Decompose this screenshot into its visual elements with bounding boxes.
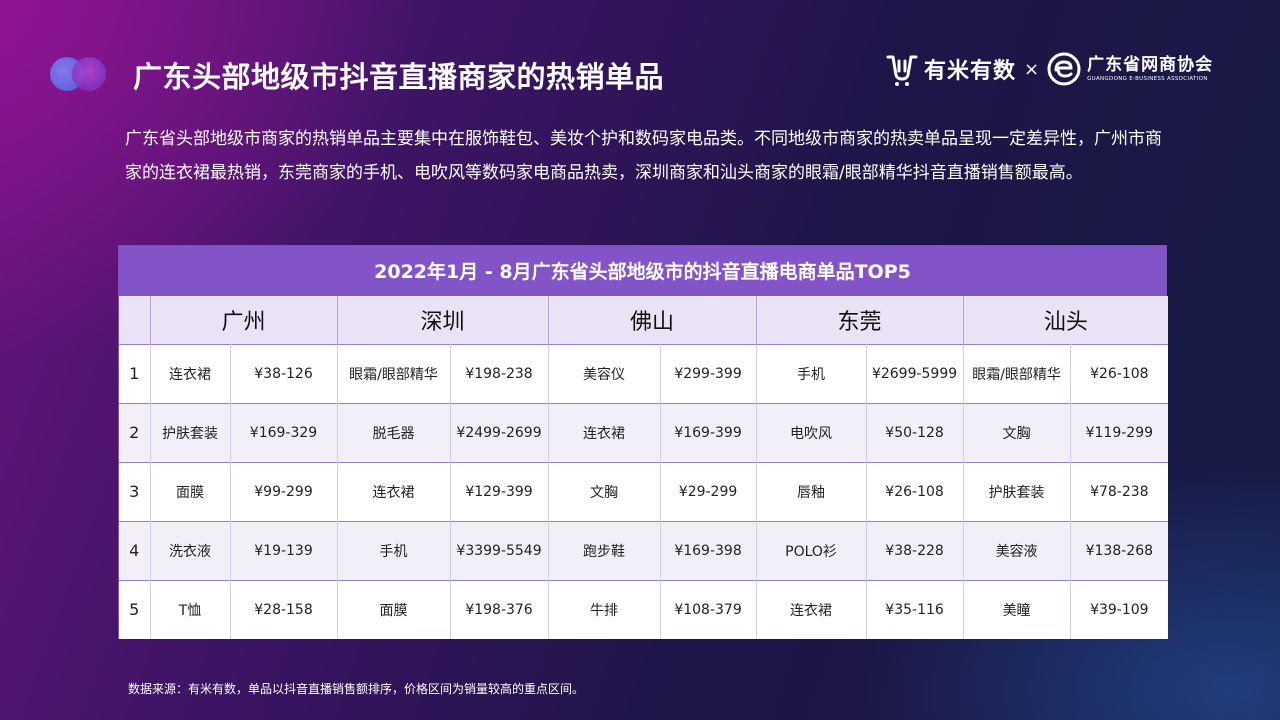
association-name-en: GUANGDONG E-BUSINESS ASSOCIATION [1087,76,1208,82]
item-cell: 手机 [756,343,867,403]
logo-separator: × [1024,58,1040,80]
item-cell: POLO衫 [756,520,867,580]
city-header: 深圳 [337,296,549,344]
price-cell: ¥108-379 [660,579,757,639]
decorative-circles-icon [50,57,110,91]
youmi-logo-text: 有米有数 [924,59,1017,84]
price-cell: ¥19-139 [230,520,338,580]
item-cell: 连衣裙 [548,402,661,462]
item-cell: 脱毛器 [337,402,451,462]
item-cell: 手机 [337,520,451,580]
price-cell: ¥299-399 [660,343,757,403]
item-cell: 面膜 [150,461,231,521]
rank-cell: 5 [119,579,151,639]
item-cell: 文胸 [548,461,661,521]
price-cell: ¥3399-5549 [450,520,549,580]
rank-cell: 2 [119,402,151,462]
table-row: 2 护肤套装 ¥169-329 脱毛器 ¥2499-2699 连衣裙 ¥169-… [119,402,1169,462]
item-cell: 文胸 [963,402,1071,462]
table-row: 4 洗衣液 ¥19-139 手机 ¥3399-5549 跑步鞋 ¥169-398… [119,520,1169,580]
price-cell: ¥129-399 [450,461,549,521]
table-title: 2022年1月 - 8月广东省头部地级市的抖音直播电商单品TOP5 [119,246,1166,296]
association-name-cn: 广东省网商协会 [1087,55,1214,75]
item-cell: 连衣裙 [150,343,231,403]
item-cell: 跑步鞋 [548,520,661,580]
price-cell: ¥169-398 [660,520,757,580]
top5-grid: 广州 深圳 佛山 东莞 汕头 1 连衣裙 ¥38-126 眼霜/眼部精华 ¥19… [119,296,1169,639]
city-header: 佛山 [548,296,757,344]
rank-header-cell [119,296,151,344]
price-cell: ¥198-238 [450,343,549,403]
top5-table: 2022年1月 - 8月广东省头部地级市的抖音直播电商单品TOP5 广州 深圳 … [118,245,1169,639]
item-cell: 牛排 [548,579,661,639]
intro-paragraph: 广东省头部地级市商家的热销单品主要集中在服饰鞋包、美妆个护和数码家电品类。不同地… [125,129,1162,183]
price-cell: ¥2499-2699 [450,402,549,462]
item-cell: 美容仪 [548,343,661,403]
item-cell: 护肤套装 [150,402,231,462]
price-cell: ¥99-299 [230,461,338,521]
table-row: 5 T恤 ¥28-158 面膜 ¥198-376 牛排 ¥108-379 连衣裙… [119,579,1169,639]
price-cell: ¥39-109 [1070,579,1169,639]
logo-area: 有米有数 × 广东省网商协会 GUANGDONG E-BUSINESS ASSO… [884,49,1213,89]
price-cell: ¥28-158 [230,579,338,639]
item-cell: 眼霜/眼部精华 [963,343,1071,403]
price-cell: ¥35-116 [866,579,964,639]
association-logo-icon [1047,52,1081,86]
price-cell: ¥2699-5999 [866,343,964,403]
item-cell: 面膜 [337,579,451,639]
price-cell: ¥29-299 [660,461,757,521]
table-row: 1 连衣裙 ¥38-126 眼霜/眼部精华 ¥198-238 美容仪 ¥299-… [119,343,1169,403]
price-cell: ¥169-329 [230,402,338,462]
item-cell: 眼霜/眼部精华 [337,343,451,403]
rank-cell: 4 [119,520,151,580]
price-cell: ¥26-108 [1070,343,1169,403]
data-source-footnote: 数据来源：有米有数，单品以抖音直播销售额排序，价格区间为销量较高的重点区间。 [128,682,585,696]
price-cell: ¥78-238 [1070,461,1169,521]
item-cell: T恤 [150,579,231,639]
city-header-row: 广州 深圳 佛山 东莞 汕头 [119,296,1169,344]
price-cell: ¥119-299 [1070,402,1169,462]
rank-cell: 3 [119,461,151,521]
item-cell: 护肤套装 [963,461,1071,521]
rank-cell: 1 [119,343,151,403]
price-cell: ¥138-268 [1070,520,1169,580]
city-header: 广州 [150,296,338,344]
price-cell: ¥50-128 [866,402,964,462]
table-row: 3 面膜 ¥99-299 连衣裙 ¥129-399 文胸 ¥29-299 唇釉 … [119,461,1169,521]
price-cell: ¥26-108 [866,461,964,521]
item-cell: 美瞳 [963,579,1071,639]
city-header: 汕头 [963,296,1169,344]
page-title: 广东头部地级市抖音直播商家的热销单品 [133,60,665,94]
item-cell: 洗衣液 [150,520,231,580]
city-header: 东莞 [756,296,964,344]
item-cell: 电吹风 [756,402,867,462]
price-cell: ¥38-126 [230,343,338,403]
item-cell: 连衣裙 [337,461,451,521]
item-cell: 连衣裙 [756,579,867,639]
price-cell: ¥38-228 [866,520,964,580]
price-cell: ¥169-399 [660,402,757,462]
item-cell: 唇釉 [756,461,867,521]
item-cell: 美容液 [963,520,1071,580]
price-cell: ¥198-376 [450,579,549,639]
youmi-logo-icon [886,55,918,86]
association-logo-text: 广东省网商协会 GUANGDONG E-BUSINESS ASSOCIATION [1087,55,1213,83]
